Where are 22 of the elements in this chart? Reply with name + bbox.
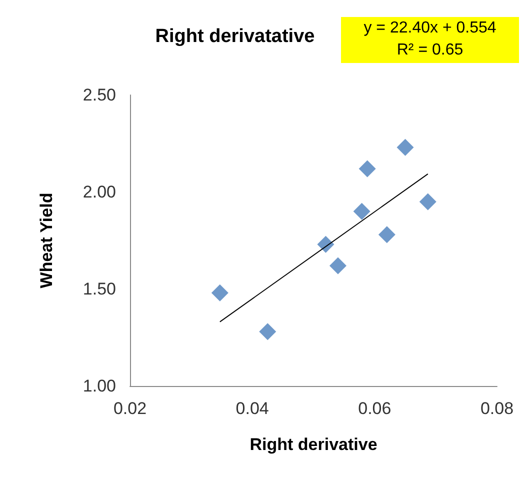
text: R² = 0.65 (396, 42, 464, 58)
point (317, 236, 334, 253)
point (358, 160, 376, 178)
point (211, 284, 228, 302)
y-axis-title: Wheat Yield (37, 192, 56, 288)
x-tick-label: 0.06 (358, 399, 392, 418)
y-tick-label: 1.50 (82, 280, 116, 298)
point (378, 226, 396, 244)
x-tick-label: 0.02 (113, 399, 147, 418)
point (353, 202, 370, 220)
point (419, 193, 436, 210)
point (396, 138, 414, 156)
y-tick-label: 2.50 (82, 86, 116, 104)
text: y = 22.40x + 0.554 (364, 20, 496, 36)
x-tick-label: 0.04 (236, 399, 269, 418)
y-tick-label: 1.00 (82, 376, 116, 396)
chart-title: Right derivatative (155, 26, 315, 47)
point (329, 257, 346, 274)
point (259, 323, 276, 340)
x-tick-label: 0.08 (480, 399, 514, 418)
y-tick-label: 2.00 (82, 182, 116, 202)
x-axis-title: Right derivative (250, 435, 378, 454)
